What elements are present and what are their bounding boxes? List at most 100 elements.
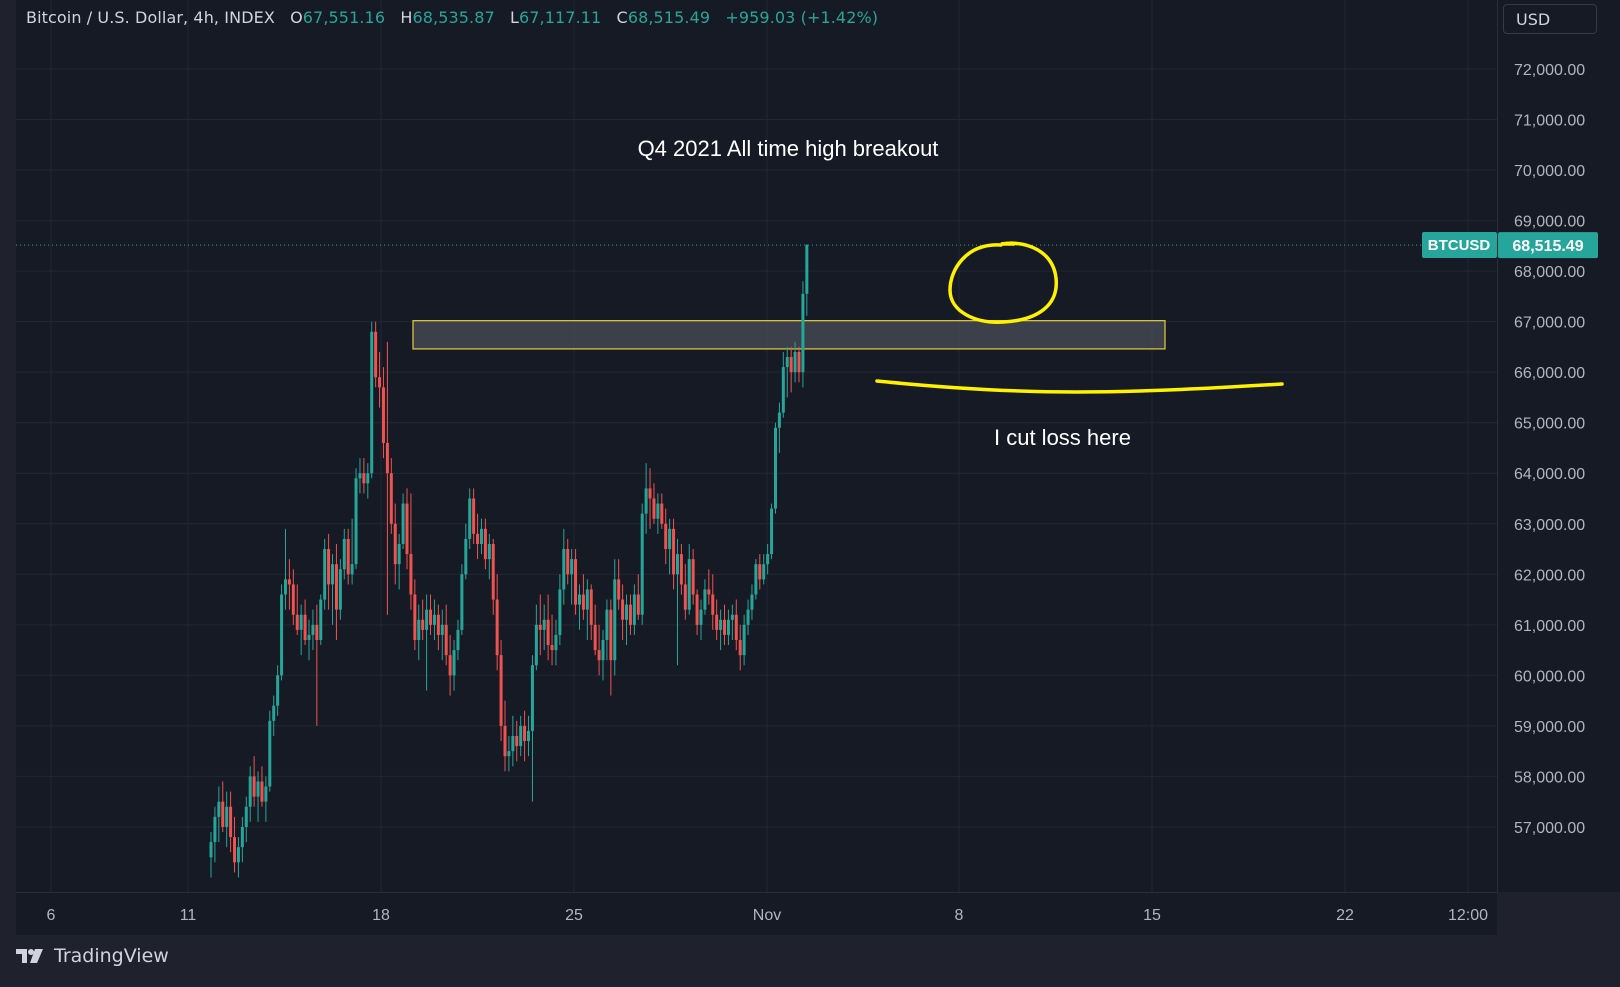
- candle: [609, 599, 613, 696]
- support-line-annotation[interactable]: [875, 379, 1284, 394]
- candle: [499, 639, 503, 742]
- candle-body: [350, 564, 354, 575]
- annotations-group: Q4 2021 All time high breakout I cut los…: [638, 136, 1284, 450]
- candle-body: [664, 523, 668, 550]
- symbol-price-tag-label: BTCUSD: [1428, 237, 1491, 254]
- candle: [605, 599, 609, 661]
- candle-body: [283, 579, 287, 595]
- candle: [770, 503, 774, 560]
- candle: [699, 599, 703, 640]
- candle-body: [225, 806, 229, 827]
- candle: [758, 554, 762, 590]
- candle-body: [589, 589, 593, 625]
- candle: [358, 458, 362, 494]
- candle-body: [440, 624, 444, 635]
- candle-body: [491, 543, 495, 600]
- candle: [566, 538, 570, 585]
- candle: [519, 715, 523, 757]
- candle-body: [793, 351, 797, 373]
- annotation-cut-loss[interactable]: I cut loss here: [994, 425, 1131, 450]
- price-tick-label: 57,000.00: [1514, 820, 1585, 837]
- candle: [711, 574, 715, 630]
- time-axis[interactable]: 6 11 18 25 Nov 8 15 22 12:00: [16, 892, 1497, 935]
- candle-body: [644, 488, 648, 514]
- candle-body: [538, 624, 542, 630]
- candle: [432, 599, 436, 640]
- annotation-title[interactable]: Q4 2021 All time high breakout: [638, 136, 939, 161]
- candle-body: [213, 816, 217, 843]
- price-axis[interactable]: 72,000.00 71,000.00 70,000.00 69,000.00 68,0…: [1497, 0, 1620, 892]
- candle-body: [385, 442, 389, 474]
- candle: [734, 599, 738, 651]
- candle-body: [460, 574, 464, 630]
- candle: [527, 715, 531, 757]
- resistance-zone-rect[interactable]: [412, 319, 1166, 350]
- candle-body: [323, 549, 327, 600]
- candle-body: [295, 614, 299, 630]
- candle-body: [444, 624, 448, 656]
- candle: [801, 281, 805, 388]
- currency-button[interactable]: USD: [1503, 4, 1597, 34]
- candle: [617, 559, 621, 610]
- candle: [789, 346, 793, 393]
- candle: [683, 564, 687, 620]
- candle: [664, 508, 668, 565]
- candle: [632, 584, 636, 635]
- candle-body: [617, 579, 621, 600]
- candle: [272, 695, 276, 736]
- candle-body: [597, 650, 601, 661]
- candle: [679, 543, 683, 595]
- candle: [354, 468, 358, 570]
- symbol-title[interactable]: Bitcoin / U.S. Dollar, 4h, INDEX: [26, 8, 275, 27]
- candle-body: [519, 725, 523, 747]
- candle-body: [785, 357, 789, 368]
- tradingview-logo-icon: [16, 949, 43, 963]
- candle-body: [397, 543, 401, 565]
- candle-body: [628, 604, 632, 625]
- candle: [511, 715, 515, 767]
- candle-body: [405, 503, 409, 555]
- candle-body: [527, 730, 531, 742]
- candle: [256, 771, 260, 822]
- price-tick-label: 69,000.00: [1514, 214, 1585, 231]
- candle: [276, 665, 280, 716]
- candle: [350, 518, 354, 585]
- candle: [334, 543, 338, 640]
- candle: [479, 518, 483, 555]
- candle-body: [217, 801, 221, 817]
- candle-body: [299, 614, 303, 630]
- price-tick-label: 70,000.00: [1514, 163, 1585, 180]
- open-value: 67,551.16: [302, 8, 386, 27]
- candle: [738, 624, 742, 671]
- candle-body: [593, 624, 597, 651]
- candle-body: [448, 655, 452, 676]
- candle-body: [256, 781, 260, 797]
- candle: [723, 604, 727, 646]
- candle-body: [507, 751, 511, 757]
- candle-body: [472, 498, 476, 534]
- candle-body: [479, 528, 483, 544]
- candle: [785, 346, 789, 398]
- candle: [460, 564, 464, 635]
- close-value: 68,515.49: [627, 8, 711, 27]
- price-tick-label: 68,000.00: [1514, 264, 1585, 281]
- candle-body: [511, 735, 515, 752]
- candle-body: [570, 559, 574, 575]
- chart-plot-area[interactable]: Q4 2021 All time high breakout I cut los…: [16, 0, 1497, 892]
- candle-body: [805, 245, 809, 294]
- candle: [695, 589, 699, 635]
- candle-body: [789, 357, 793, 373]
- candle: [280, 584, 284, 681]
- candle: [656, 493, 660, 534]
- candle: [726, 609, 730, 646]
- circle-annotation[interactable]: [948, 241, 1058, 324]
- tradingview-brand[interactable]: TradingView: [16, 945, 169, 967]
- candle-body: [585, 589, 589, 610]
- candle-body: [801, 293, 805, 373]
- candle-body: [307, 634, 311, 640]
- resistance-zone[interactable]: [412, 319, 1166, 350]
- candle-body: [515, 735, 519, 747]
- candle: [323, 538, 327, 610]
- candle-body: [389, 473, 393, 524]
- candlestick-chart[interactable]: Q4 2021 All time high breakout I cut los…: [16, 0, 1497, 892]
